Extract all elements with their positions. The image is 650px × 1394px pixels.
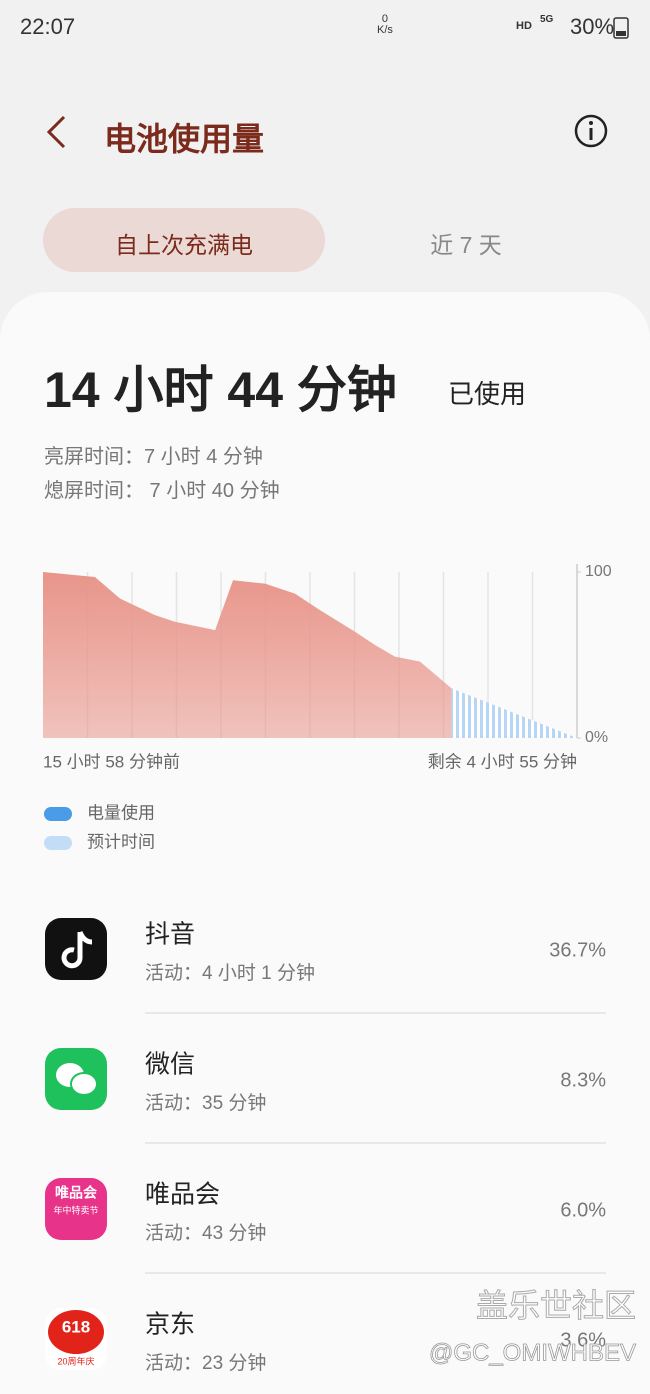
app-name: 京东 bbox=[145, 1311, 195, 1339]
speed-value: 0 bbox=[381, 13, 389, 25]
area bbox=[451, 688, 577, 738]
note-glyph bbox=[61, 930, 93, 969]
app-name: 抖音 bbox=[145, 921, 195, 949]
used-time: 14 小时 44 分钟 bbox=[44, 362, 397, 418]
status-time: 22:07 bbox=[20, 14, 76, 39]
screen-on-time: 亮屏时间：7 小时 4 分钟 bbox=[44, 446, 263, 468]
x-end-label: 剩余 4 小时 55 分钟 bbox=[428, 752, 577, 771]
legend-label: 预计时间 bbox=[87, 832, 155, 851]
icon-text: 年中特卖节 bbox=[53, 1204, 98, 1215]
x-start-label: 15 小时 58 分钟前 bbox=[43, 752, 180, 771]
back-button[interactable] bbox=[46, 115, 66, 149]
app-name: 唯品会 bbox=[145, 1181, 220, 1209]
speed-unit: K/s bbox=[377, 24, 393, 36]
app-activity: 活动：35 分钟 bbox=[145, 1092, 266, 1114]
app-percent: 6.0% bbox=[560, 1199, 606, 1221]
screen-off-time: 熄屏时间： 7 小时 40 分钟 bbox=[44, 480, 280, 502]
watermark-site: 盖乐世社区 bbox=[476, 1287, 636, 1323]
legend-swatch bbox=[44, 836, 72, 850]
bubble bbox=[70, 1072, 98, 1096]
app-activity: 活动：43 分钟 bbox=[145, 1222, 266, 1244]
y-tick-label: 0% bbox=[585, 729, 608, 746]
app-activity: 活动：23 分钟 bbox=[145, 1352, 266, 1374]
net-speed: 0 K/s bbox=[377, 14, 393, 36]
watermark-user: @GC_OMIWHBEV bbox=[429, 1339, 636, 1366]
battery-fill bbox=[616, 31, 626, 36]
area bbox=[43, 572, 452, 738]
signal-type: 5G bbox=[540, 14, 554, 25]
battery-icon bbox=[613, 17, 629, 39]
info-dot bbox=[589, 121, 593, 125]
used-label: 已使用 bbox=[448, 379, 527, 409]
info-button[interactable] bbox=[574, 114, 608, 148]
icon-text: 唯品会 bbox=[55, 1185, 98, 1201]
content-card bbox=[0, 292, 650, 1394]
tab[interactable]: 近 7 天 bbox=[430, 232, 502, 258]
network-type: HD bbox=[516, 20, 532, 32]
battery-level: 30% bbox=[570, 14, 615, 39]
app-percent: 8.3% bbox=[560, 1069, 606, 1091]
icon-text: 618 bbox=[65, 1220, 87, 1235]
app-percent: 3.6% bbox=[560, 1329, 606, 1351]
icon-text: 20周年庆 bbox=[57, 1355, 94, 1366]
y-tick-label: 100 bbox=[585, 563, 612, 580]
tab-selected-bg[interactable] bbox=[43, 208, 325, 272]
app-icon bbox=[45, 1178, 107, 1240]
icon-text: 618 bbox=[62, 1317, 90, 1336]
legend-label: 电量使用 bbox=[87, 802, 155, 822]
app-percent: 36.7% bbox=[549, 939, 606, 961]
app-icon bbox=[45, 918, 107, 980]
page-title: 电池使用量 bbox=[104, 121, 265, 157]
app-activity: 活动：4 小时 1 分钟 bbox=[145, 962, 315, 984]
app-name: 微信 bbox=[145, 1051, 195, 1079]
tab[interactable]: 自上次充满电 bbox=[115, 232, 253, 258]
icon-badge bbox=[48, 1310, 104, 1354]
legend-swatch bbox=[44, 807, 72, 821]
